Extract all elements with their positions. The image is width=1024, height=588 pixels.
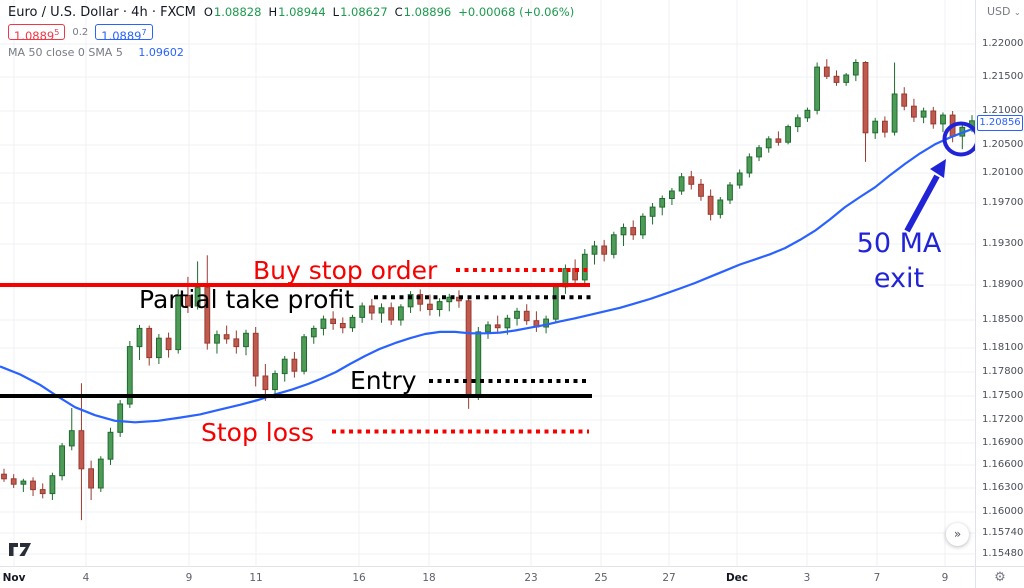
price-tick-label: 1.17500	[982, 390, 1024, 401]
time-tick-label: Nov	[2, 572, 26, 584]
high-value: 1.08944	[278, 5, 326, 19]
buy-stop-order-label: Buy stop order	[253, 256, 438, 285]
price-tick-label: 1.16600	[982, 459, 1024, 470]
price-tick-label: 1.17200	[982, 414, 1024, 425]
price-axis[interactable]: USD ⌄ 1.22000 1.21500 1.21000 1.20500 1.2010…	[975, 0, 1024, 566]
price-tick-label: 1.16900	[982, 437, 1024, 448]
chevron-down-icon: ⌄	[1014, 8, 1021, 17]
spread-value: 0.2	[72, 26, 89, 38]
time-tick-label: 18	[422, 572, 436, 584]
time-tick-label: 25	[594, 572, 608, 584]
change-value: +0.00068 (+0.06%)	[458, 5, 575, 19]
low-value: 1.08627	[340, 5, 388, 19]
price-tick-label: 1.20500	[982, 139, 1024, 150]
time-tick-label: 27	[662, 572, 676, 584]
symbol-title[interactable]: Euro / U.S. Dollar · 4h · FXCM	[8, 5, 196, 20]
price-tick-label: 1.21000	[982, 105, 1024, 116]
scroll-to-latest-button[interactable]: »	[946, 523, 969, 546]
open-value: 1.08828	[213, 5, 262, 19]
ohlc-values: O 1.08828 H 1.08944 L 1.08627 C 1.08896 +0.0…	[203, 5, 575, 19]
price-tick-label: 1.21500	[982, 71, 1024, 82]
time-tick-label: 9	[185, 572, 193, 584]
price-tick-label: 1.18900	[982, 279, 1024, 290]
ma-indicator-label: MA 50 close 0 SMA 5	[8, 46, 123, 59]
partial-take-profit-label: Partial take profit	[139, 285, 354, 314]
tradingview-logo[interactable]	[8, 540, 34, 557]
price-tick-label: 1.19300	[982, 238, 1024, 249]
stop-loss-label: Stop loss	[201, 418, 315, 447]
ma-exit-label: 50 MA exit	[856, 228, 942, 294]
time-tick-label: 23	[524, 572, 538, 584]
chart-legend: Euro / U.S. Dollar · 4h · FXCM O 1.08828 …	[8, 5, 574, 59]
currency-dropdown[interactable]: USD ⌄	[987, 5, 1021, 18]
sell-price-button[interactable]: 1.08895	[8, 24, 66, 43]
time-tick-label: 3	[803, 572, 811, 584]
price-tick-label: 1.16300	[982, 482, 1024, 493]
price-tick-label: 1.22000	[982, 38, 1024, 49]
price-tick-label: 1.20100	[982, 167, 1024, 178]
chart-pane[interactable]: Euro / U.S. Dollar · 4h · FXCM O 1.08828 …	[0, 0, 975, 566]
price-tick-label: 1.15740	[982, 527, 1024, 538]
axis-corner: ⚙	[975, 566, 1024, 588]
buy-price-button[interactable]: 1.08897	[95, 24, 153, 43]
ma-indicator-legend[interactable]: MA 50 close 0 SMA 5 1.09602	[8, 46, 574, 59]
entry-label: Entry	[350, 366, 417, 395]
time-tick-label: 7	[873, 572, 881, 584]
price-tick-label: 1.19700	[982, 197, 1024, 208]
price-tick-label: 1.18500	[982, 314, 1024, 325]
time-tick-label: 4	[82, 572, 90, 584]
double-chevron-right-icon: »	[953, 527, 962, 541]
time-tick-label: Dec	[725, 572, 749, 584]
time-axis[interactable]: Nov 4 9 11 16 18 23 25 27 Dec 3 7 9	[0, 566, 1024, 588]
time-tick-label: 16	[352, 572, 366, 584]
price-tick-label: 1.15480	[982, 548, 1024, 559]
close-value: 1.08896	[403, 5, 452, 19]
candlestick-chart	[0, 0, 975, 566]
price-tick-label: 1.18100	[982, 342, 1024, 353]
price-tick-label: 1.16000	[982, 506, 1024, 517]
price-tick-label: 1.17800	[982, 366, 1024, 377]
time-tick-label: 9	[941, 572, 949, 584]
ma-indicator-value: 1.09602	[138, 46, 184, 59]
gear-icon[interactable]: ⚙	[994, 570, 1006, 585]
last-price-tag: 1.20856	[977, 115, 1023, 131]
time-tick-label: 11	[249, 572, 263, 584]
